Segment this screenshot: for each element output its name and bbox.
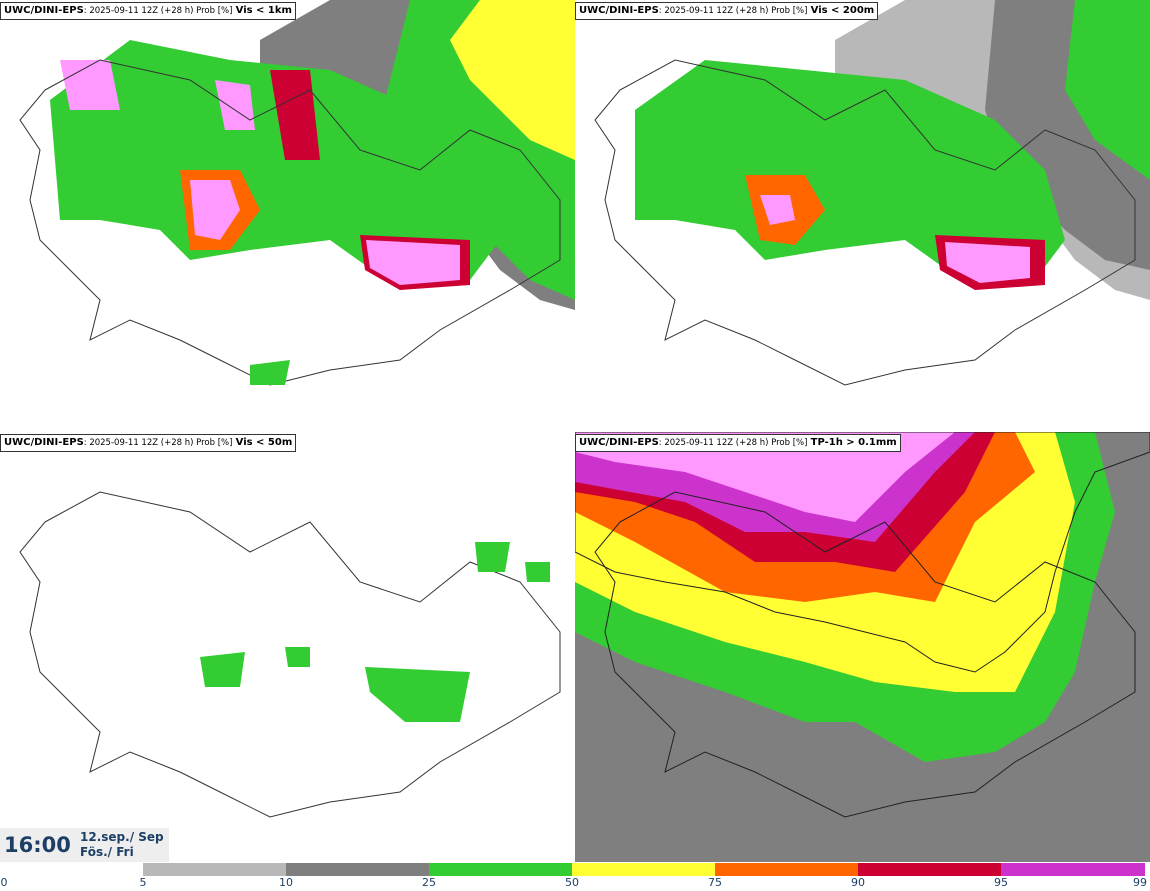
valid-weekday-line: Fös./ Fri <box>80 845 134 859</box>
probability-map <box>19 0 575 386</box>
colorbar-segment <box>715 863 859 876</box>
valid-date-line: 12.sep./ Sep <box>80 830 164 844</box>
colorbar-segment <box>572 863 716 876</box>
panel-title: UWC/DINI-EPS: 2025-09-11 12Z (+28 h) Pro… <box>0 2 296 20</box>
model-name: UWC/DINI-EPS <box>4 5 84 16</box>
colorbar-segment <box>286 863 430 876</box>
map-panel-vis-1km: UWC/DINI-EPS: 2025-09-11 12Z (+28 h) Pro… <box>0 0 575 430</box>
probability-map <box>575 432 1150 862</box>
probability-colorbar <box>0 863 1150 876</box>
colorbar-segment <box>143 863 287 876</box>
colorbar-tick-label: 95 <box>994 876 1008 889</box>
model-name: UWC/DINI-EPS <box>579 437 659 448</box>
panel-title: UWC/DINI-EPS: 2025-09-11 12Z (+28 h) Pro… <box>575 2 879 20</box>
colorbar-tick-label: 5 <box>139 876 147 889</box>
probability-map <box>19 491 561 818</box>
colorbar-tick-label: 99 <box>1133 876 1147 889</box>
colorbar-tick-label: 50 <box>565 876 579 889</box>
colorbar-tick-label: 90 <box>851 876 865 889</box>
colorbar-tick-label: 0 <box>0 876 8 889</box>
run-info: : 2025-09-11 12Z (+28 h) Prob [%] <box>658 438 808 448</box>
variable-label: Vis < 200m <box>810 5 875 16</box>
panel-title: UWC/DINI-EPS: 2025-09-11 12Z (+28 h) Pro… <box>575 434 901 452</box>
map-panel-vis-50m: UWC/DINI-EPS: 2025-09-11 12Z (+28 h) Pro… <box>0 432 575 862</box>
run-info: : 2025-09-11 12Z (+28 h) Prob [%] <box>658 6 808 16</box>
valid-time: 16:00 <box>4 833 71 857</box>
valid-date: 12.sep./ Sep Fös./ Fri <box>80 830 164 860</box>
map-panel-tp-1h: UWC/DINI-EPS: 2025-09-11 12Z (+28 h) Pro… <box>575 432 1150 862</box>
colorbar-tick-label: 10 <box>279 876 293 889</box>
probability-map <box>594 0 1150 386</box>
colorbar-segment <box>429 863 573 876</box>
panel-title: UWC/DINI-EPS: 2025-09-11 12Z (+28 h) Pro… <box>0 434 297 452</box>
run-info: : 2025-09-11 12Z (+28 h) Prob [%] <box>83 6 233 16</box>
colorbar-segment <box>858 863 1002 876</box>
variable-label: Vis < 1km <box>235 5 292 16</box>
colorbar-tick-label: 75 <box>708 876 722 889</box>
colorbar-tick-label: 25 <box>422 876 436 889</box>
variable-label: TP-1h > 0.1mm <box>810 437 897 448</box>
variable-label: Vis < 50m <box>235 437 293 448</box>
valid-time-box: 16:00 12.sep./ Sep Fös./ Fri <box>0 828 169 862</box>
run-info: : 2025-09-11 12Z (+28 h) Prob [%] <box>83 438 233 448</box>
colorbar-segment <box>0 863 144 876</box>
map-panel-vis-200m: UWC/DINI-EPS: 2025-09-11 12Z (+28 h) Pro… <box>575 0 1150 430</box>
model-name: UWC/DINI-EPS <box>579 5 659 16</box>
colorbar-segment <box>1001 863 1145 876</box>
model-name: UWC/DINI-EPS <box>4 437 84 448</box>
